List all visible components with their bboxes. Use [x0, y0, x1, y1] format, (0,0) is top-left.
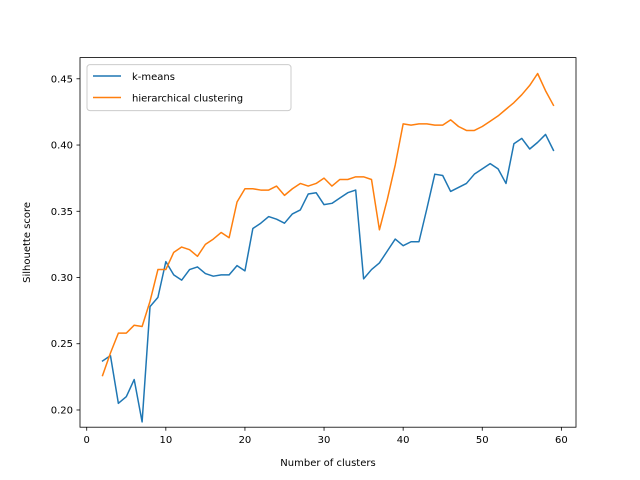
y-tick-label: 0.45 — [51, 74, 73, 85]
x-tick-label: 10 — [159, 435, 172, 446]
y-tick-label: 0.20 — [51, 405, 73, 416]
legend-label: k-means — [132, 72, 175, 83]
x-tick-label: 40 — [397, 435, 410, 446]
y-tick-label: 0.35 — [51, 207, 73, 218]
x-tick-label: 0 — [84, 435, 90, 446]
y-tick-label: 0.25 — [51, 339, 73, 350]
y-tick-label: 0.40 — [51, 141, 73, 152]
y-tick-label: 0.30 — [51, 273, 73, 284]
axes-frame — [79, 57, 577, 428]
x-axis-label: Number of clusters — [280, 458, 375, 469]
x-tick-label: 50 — [476, 435, 489, 446]
legend-label: hierarchical clustering — [132, 94, 243, 105]
y-axis-label: Silhouette score — [22, 202, 33, 283]
x-tick-label: 30 — [318, 435, 331, 446]
axes-layer: 0 10 20 30 40 50 60 0.20 0.25 0.30 0.35 0.40 0.45 — [51, 57, 577, 446]
series-line-k-means — [101, 133, 555, 423]
legend-box — [86, 64, 292, 112]
series-layer — [101, 72, 555, 423]
x-tick-label: 60 — [555, 435, 568, 446]
x-tick-label: 20 — [239, 435, 252, 446]
series-line-hierarchical-clustering — [101, 72, 555, 377]
legend: k-means hierarchical clustering — [86, 64, 292, 112]
